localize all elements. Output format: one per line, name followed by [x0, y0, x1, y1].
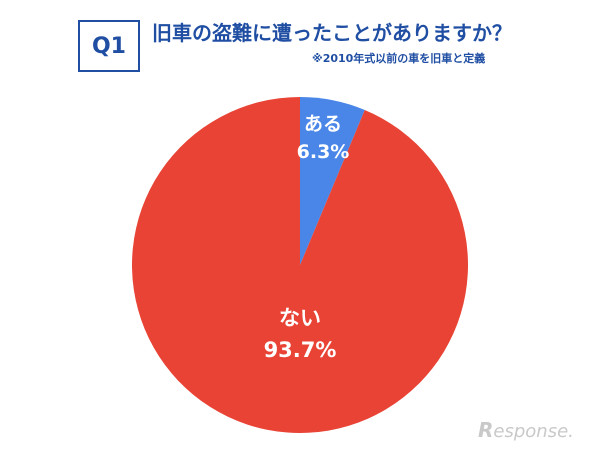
pie-labels: ある 6.3% ない 93.7% — [264, 113, 350, 362]
pie-slice-value: 6.3% — [297, 141, 350, 163]
pie-slice-value: 93.7% — [264, 338, 337, 362]
chart-subtitle: ※2010年式以前の車を旧車と定義 — [312, 52, 486, 65]
question-number: Q1 — [91, 33, 126, 59]
pie-slice-label: ない — [279, 306, 321, 330]
response-logo-icon: R — [478, 418, 494, 442]
pie-slices — [132, 97, 468, 433]
question-number-box: Q1 — [78, 20, 140, 72]
pie-slice-yes — [300, 97, 365, 265]
chart-title: 旧車の盗難に遭ったことがありますか？ — [152, 21, 512, 45]
pie-slice-no — [132, 97, 468, 433]
pie-slice-label: ある — [304, 113, 342, 135]
watermark-text: esponse. — [493, 421, 574, 442]
response-watermark: Response. — [478, 418, 574, 442]
